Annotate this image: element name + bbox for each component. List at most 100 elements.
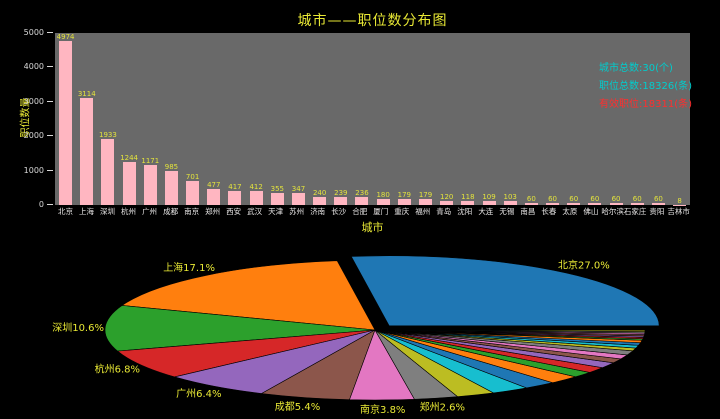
pie-slice	[104, 305, 376, 352]
chart-title: 城市——职位数分布图	[297, 13, 448, 29]
y-tick-label: 0	[38, 200, 44, 209]
x-tick-label: 苏州	[289, 207, 305, 216]
bar-slot: 985	[161, 33, 182, 205]
stat-line: 职位总数:18326(条)	[599, 81, 692, 92]
bar-value-label: 109	[482, 193, 496, 202]
stat-line: 城市总数:30(个)	[599, 63, 673, 74]
bar-value-label: 179	[418, 190, 433, 199]
bar-value-label: 60	[653, 194, 663, 203]
bar	[630, 202, 644, 205]
bar-slot: 417	[224, 33, 245, 205]
pie-slice	[350, 255, 660, 327]
bar-value-label: 347	[291, 185, 306, 194]
x-tick-label: 长沙	[331, 207, 347, 216]
bar-value-label: 60	[611, 194, 621, 203]
x-tick-label: 合肥	[352, 207, 368, 216]
pie-chart: 北京27.0% 上海17.1% 深圳10.6% 杭州6.8% 广州6.4% 成都5.4% 南…	[52, 255, 660, 416]
bar-slot: 179	[415, 33, 436, 205]
bar-plot-area: 4974 3114 1933 1244 1171 985 701 477 417 412 355 34…	[55, 33, 690, 205]
x-tick-label: 厦门	[373, 207, 389, 216]
bar	[313, 196, 327, 205]
bar-slot: 1933	[97, 33, 118, 205]
pie-label: 广州6.4%	[176, 388, 221, 400]
bar-value-label: 985	[164, 163, 179, 172]
bar	[186, 180, 200, 205]
x-tick-label: 沈阳	[457, 207, 473, 216]
x-tick-label: 深圳	[100, 207, 116, 216]
x-tick-label: 南昌	[520, 207, 536, 216]
x-tick-label: 长春	[541, 207, 557, 216]
y-tick-mark	[47, 135, 53, 137]
bar-slot: 180	[373, 33, 394, 205]
bar-slot: 60	[627, 33, 648, 205]
bar-slot: 60	[542, 33, 563, 205]
bar-slot: 60	[648, 33, 669, 205]
bar-value-label: 412	[249, 182, 263, 191]
bar-slot: 355	[267, 33, 288, 205]
bar	[228, 190, 242, 205]
bar-slot: 412	[246, 33, 267, 205]
bar-slot: 120	[436, 33, 457, 205]
pie-label: 北京27.0%	[558, 259, 610, 272]
bar	[355, 196, 369, 205]
bar-value-label: 8	[677, 196, 682, 205]
bar	[673, 204, 687, 205]
bar	[207, 188, 221, 205]
bar	[482, 201, 496, 205]
pie-label: 杭州6.8%	[95, 363, 140, 376]
y-tick-mark	[47, 204, 53, 205]
bar-slot: 240	[309, 33, 330, 205]
x-tick-label: 佛山	[583, 207, 599, 216]
x-tick-label: 青岛	[436, 207, 452, 216]
x-tick-label: 吉林市	[667, 207, 690, 216]
x-axis-label: 城市	[361, 221, 384, 234]
bar-value-label: 120	[439, 192, 454, 201]
bar	[524, 202, 538, 205]
bar-slot: 477	[203, 33, 224, 205]
bar	[397, 198, 411, 205]
bar-slot: 8	[669, 33, 690, 205]
y-tick-mark	[47, 32, 53, 33]
bar-value-label: 417	[228, 182, 242, 191]
bar-value-label: 180	[376, 190, 390, 199]
bar	[376, 198, 390, 205]
bar	[546, 202, 560, 205]
bar-value-label: 3114	[77, 89, 96, 98]
bar	[249, 190, 263, 205]
x-tick-label: 石家庄	[623, 207, 647, 216]
bar-slot: 239	[330, 33, 351, 205]
bar-slot: 3114	[76, 33, 97, 205]
x-tick-label: 西安	[226, 207, 242, 216]
bar	[440, 200, 454, 205]
bar-value-label: 239	[334, 188, 348, 197]
bar-slot: 179	[394, 33, 415, 205]
bar-slot: 701	[182, 33, 203, 205]
bar-slot: 1171	[140, 33, 161, 205]
x-tick-label: 上海	[79, 207, 95, 216]
bar-value-label: 1244	[120, 154, 139, 163]
x-tick-label: 成都	[163, 207, 179, 216]
bar-value-label: 60	[526, 194, 536, 203]
bar	[143, 164, 157, 205]
x-tick-label: 哈尔滨	[601, 207, 624, 216]
bar	[419, 198, 432, 205]
y-tick-label: 5000	[23, 28, 44, 37]
bar-value-label: 236	[355, 188, 369, 197]
x-tick-label: 南京	[184, 207, 200, 216]
x-tick-label: 武汉	[247, 207, 263, 216]
bar-value-label: 60	[632, 194, 642, 203]
bar-value-label: 60	[548, 194, 557, 203]
bar	[59, 41, 73, 205]
bar-value-label: 1171	[141, 156, 160, 165]
bar-slot: 109	[478, 33, 499, 205]
pie-slice	[121, 260, 376, 331]
bar-value-label: 60	[590, 194, 600, 203]
bar-slot: 60	[584, 33, 605, 205]
pie-label: 南京3.8%	[360, 403, 405, 416]
bar-value-label: 118	[461, 192, 475, 201]
stats-annotation: 城市总数:30(个) 职位总数:18326(条) 有效职位:18311(条)	[599, 60, 692, 114]
bar	[101, 138, 115, 205]
x-tick-label: 无锡	[499, 207, 515, 216]
y-axis: 0 1000 2000 3000 4000 5000	[0, 29, 55, 209]
